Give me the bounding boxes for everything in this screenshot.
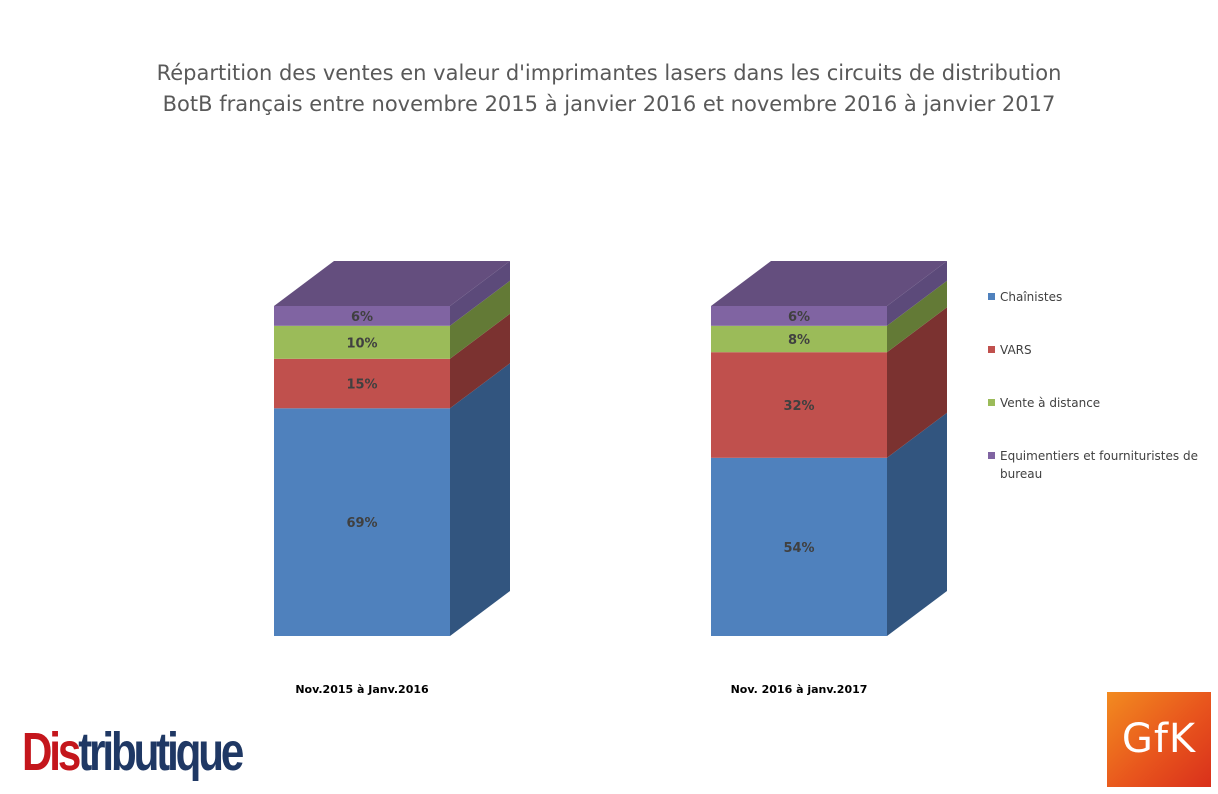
legend-entry-2: VARS	[1000, 343, 1032, 357]
bar-front-1-1	[274, 408, 450, 636]
bar-front-2-1	[711, 457, 887, 636]
legend-swatch-4	[988, 452, 995, 459]
legend: Chaînistes VARS Vente à distance Equimentie…	[988, 290, 1198, 481]
bar-side-1-1	[450, 363, 510, 636]
bar-side-2-1	[887, 412, 947, 636]
bar-side-2-4	[887, 261, 947, 326]
bar-front-1-4	[274, 306, 450, 326]
bar-front-1-3	[274, 325, 450, 359]
bar-front-2-3	[711, 325, 887, 353]
bar-side-1-4	[450, 261, 510, 326]
legend-swatch-3	[988, 399, 995, 406]
data-label-1-2: 15%	[346, 378, 377, 393]
category-label-2: Nov. 2016 à janv.2017	[731, 683, 868, 696]
bar-front-2-2	[711, 352, 887, 458]
category-label-1: Nov.2015 à Janv.2016	[295, 683, 429, 696]
bar-side-1-3	[450, 280, 510, 359]
distributique-logo-part-blue: tributique	[78, 722, 244, 782]
data-label-2-3: 8%	[788, 333, 810, 348]
distributique-logo: Distributique	[22, 720, 244, 784]
bar-side-2-3	[887, 280, 947, 353]
data-label-2-4: 6%	[788, 310, 810, 325]
legend-entry-1: Chaînistes	[1000, 290, 1062, 304]
bar-top-1	[274, 261, 510, 306]
bar-side-1-2	[450, 313, 510, 409]
bar-front-1-2	[274, 358, 450, 409]
chart-title: Répartition des ventes en valeur d'impri…	[0, 58, 1218, 120]
data-label-1-3: 10%	[346, 336, 377, 351]
legend-entry-3: Vente à distance	[1000, 396, 1100, 410]
chart-title-line-1: Répartition des ventes en valeur d'impri…	[156, 61, 1062, 85]
legend-entry-4: Equimentiers et fournituristes de bureau	[1000, 449, 1198, 481]
data-label-1-1: 69%	[346, 516, 377, 531]
distributique-logo-part-red: Dis	[22, 722, 81, 782]
chart-title-line-2: BotB français entre novembre 2015 à janv…	[162, 92, 1056, 116]
data-label-1-4: 6%	[351, 310, 373, 325]
gfk-logo: GfK	[1107, 692, 1211, 787]
bar-front-2-4	[711, 306, 887, 326]
legend-swatch-1	[988, 293, 995, 300]
bar-top-2	[711, 261, 947, 306]
legend-swatch-2	[988, 346, 995, 353]
bar-side-2-2	[887, 307, 947, 458]
data-label-2-2: 32%	[783, 399, 814, 414]
data-label-2-1: 54%	[783, 541, 814, 556]
